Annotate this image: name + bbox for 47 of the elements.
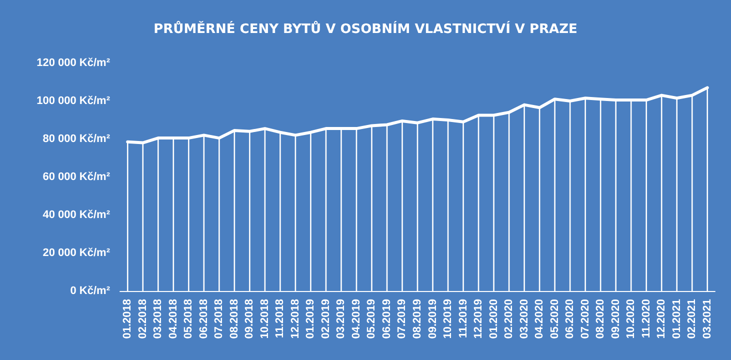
x-tick-label: 07.2020 xyxy=(579,299,592,339)
x-tick-label: 11.2018 xyxy=(274,299,286,338)
x-tick-label: 07.2019 xyxy=(396,299,408,339)
x-tick-label: 03.2018 xyxy=(152,299,164,339)
x-tick-label: 02.2019 xyxy=(320,299,332,339)
y-tick-label: 40 000 Kč/m² xyxy=(42,209,110,221)
x-tick-label: 05.2019 xyxy=(366,299,378,339)
chart-title: PRŮMĚRNÉ CENY BYTŮ V OSOBNÍM VLASTNICTVÍ V PRAZE xyxy=(154,20,578,37)
x-tick-label: 04.2018 xyxy=(167,299,180,339)
x-tick-label: 09.2018 xyxy=(244,299,256,339)
y-tick-label: 60 000 Kč/m² xyxy=(42,171,110,183)
x-tick-label: 03.2019 xyxy=(335,299,348,339)
x-tick-label: 10.2020 xyxy=(625,299,638,339)
x-tick-label: 03.2021 xyxy=(701,299,714,339)
x-tick-label: 01.2019 xyxy=(304,299,317,339)
x-tick-label: 06.2019 xyxy=(380,299,393,339)
x-tick-label: 01.2021 xyxy=(670,299,683,339)
x-tick-label: 01.2018 xyxy=(122,299,134,339)
x-tick-label: 08.2020 xyxy=(594,299,607,339)
x-tick-label: 12.2019 xyxy=(472,299,485,339)
x-tick-label: 12.2020 xyxy=(656,299,668,339)
x-tick-label: 03.2020 xyxy=(518,299,530,339)
x-tick-label: 06.2018 xyxy=(198,299,210,339)
x-tick-label: 10.2018 xyxy=(258,299,271,339)
x-tick-label: 02.2021 xyxy=(686,299,698,339)
x-tick-label: 06.2020 xyxy=(564,299,576,339)
x-tick-label: 11.2019 xyxy=(457,299,470,338)
x-tick-label: 01.2020 xyxy=(488,299,500,339)
y-tick-label: 120 000 Kč/m² xyxy=(36,57,110,69)
y-tick-label: 0 Kč/m² xyxy=(70,285,110,297)
y-tick-label: 100 000 Kč/m² xyxy=(36,95,110,107)
x-tick-label: 04.2019 xyxy=(350,299,362,339)
x-tick-label: 02.2018 xyxy=(136,299,149,339)
x-tick-label: 08.2019 xyxy=(412,299,424,339)
x-tick-label: 05.2020 xyxy=(548,299,561,339)
x-tick-label: 05.2018 xyxy=(182,299,195,339)
x-tick-label: 10.2019 xyxy=(442,299,454,339)
x-tick-label: 09.2019 xyxy=(426,299,439,339)
x-tick-label: 11.2020 xyxy=(640,299,652,338)
x-tick-label: 04.2020 xyxy=(534,299,546,339)
x-tick-label: 09.2020 xyxy=(610,299,622,339)
x-tick-label: 02.2020 xyxy=(503,299,516,339)
y-tick-label: 80 000 Kč/m² xyxy=(42,133,110,145)
x-tick-label: 07.2018 xyxy=(213,299,226,339)
y-tick-label: 20 000 Kč/m² xyxy=(42,247,110,259)
x-tick-label: 12.2018 xyxy=(289,299,302,339)
x-tick-label: 08.2018 xyxy=(228,299,240,339)
